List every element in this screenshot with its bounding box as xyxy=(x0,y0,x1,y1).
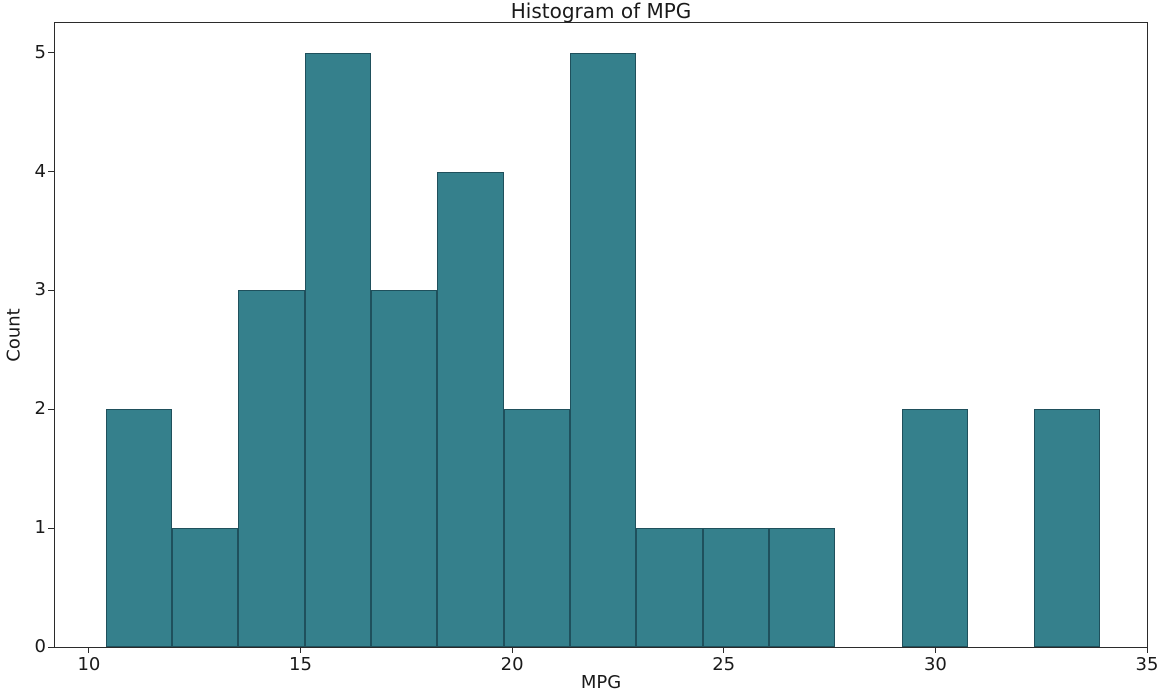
x-axis-label: MPG xyxy=(580,672,622,693)
x-tick-mark xyxy=(88,648,90,653)
histogram-bar xyxy=(570,52,637,647)
x-tick-mark xyxy=(934,648,936,653)
histogram-bar xyxy=(105,409,173,647)
x-tick-label: 30 xyxy=(923,654,947,675)
histogram-bar xyxy=(371,290,438,647)
y-tick-mark xyxy=(48,408,54,410)
plot-area xyxy=(54,22,1148,648)
x-tick-mark xyxy=(1146,648,1148,653)
y-tick-label: 4 xyxy=(34,160,46,182)
y-tick-label: 2 xyxy=(34,398,46,420)
x-tick-mark xyxy=(511,648,513,653)
y-tick-mark xyxy=(48,527,54,529)
chart-title: Histogram of MPG xyxy=(510,0,692,23)
histogram-bar xyxy=(503,409,570,647)
y-tick-mark xyxy=(48,52,54,54)
histogram-bar xyxy=(702,528,769,647)
x-tick-label: 10 xyxy=(77,654,101,675)
histogram-bar xyxy=(901,409,968,647)
x-tick-label: 35 xyxy=(1135,654,1159,675)
histogram-bar xyxy=(768,528,836,647)
histogram-bar xyxy=(172,528,239,647)
histogram-bar xyxy=(437,171,504,647)
x-tick-mark xyxy=(300,648,301,653)
y-tick-label: 1 xyxy=(34,517,46,539)
histogram-bar xyxy=(238,290,305,647)
y-tick-mark xyxy=(48,646,54,648)
y-tick-mark xyxy=(48,171,54,173)
x-tick-label: 20 xyxy=(500,654,524,675)
y-axis-label: Count xyxy=(3,308,25,362)
histogram-bar xyxy=(1034,409,1101,647)
x-tick-mark xyxy=(723,648,725,653)
x-tick-label: 15 xyxy=(289,654,312,675)
y-tick-label: 5 xyxy=(34,41,46,63)
histogram-bar xyxy=(636,528,703,647)
x-tick-label: 25 xyxy=(712,654,736,675)
y-tick-label: 3 xyxy=(34,279,46,301)
histogram-bar xyxy=(304,52,371,647)
y-tick-mark xyxy=(48,289,54,291)
y-tick-label: 0 xyxy=(34,636,46,657)
